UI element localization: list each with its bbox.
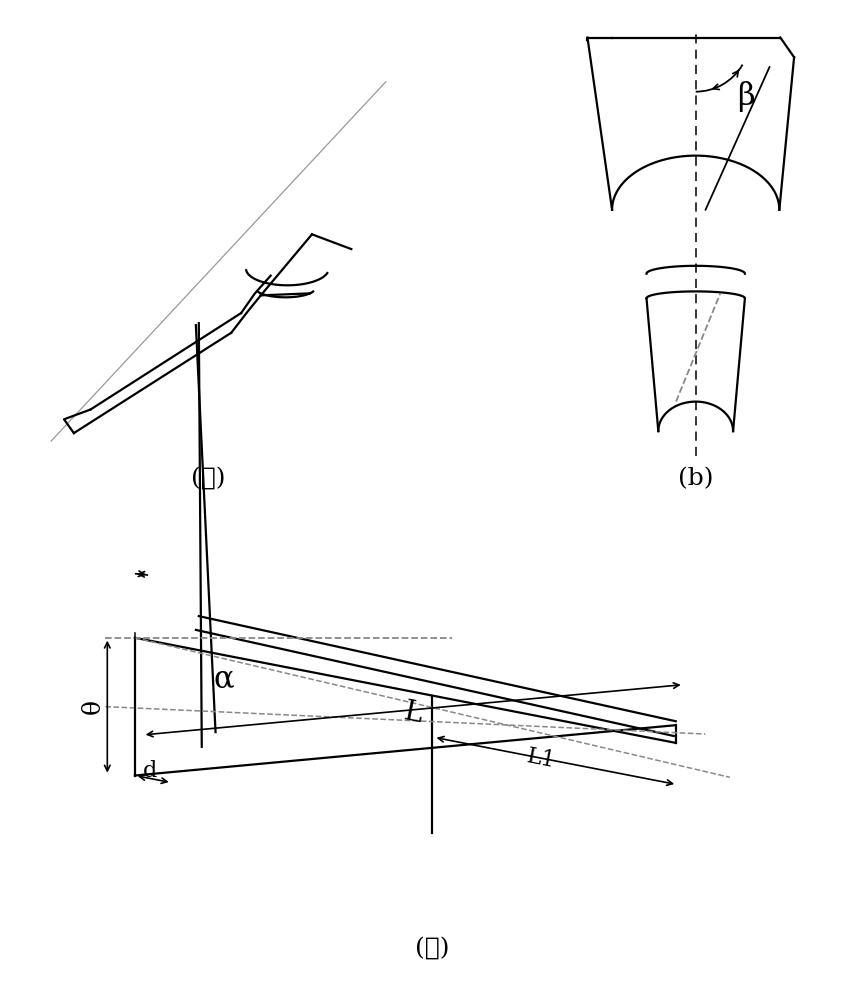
Text: (ａ): (ａ) [191, 467, 226, 490]
Text: (b): (b) [678, 467, 714, 490]
Text: α: α [213, 664, 234, 695]
Text: L1: L1 [524, 746, 557, 773]
Text: θ: θ [82, 699, 105, 714]
Text: β: β [737, 81, 754, 112]
Text: (ｃ): (ｃ) [414, 936, 449, 959]
Text: L: L [401, 698, 425, 728]
Text: d: d [143, 760, 157, 782]
